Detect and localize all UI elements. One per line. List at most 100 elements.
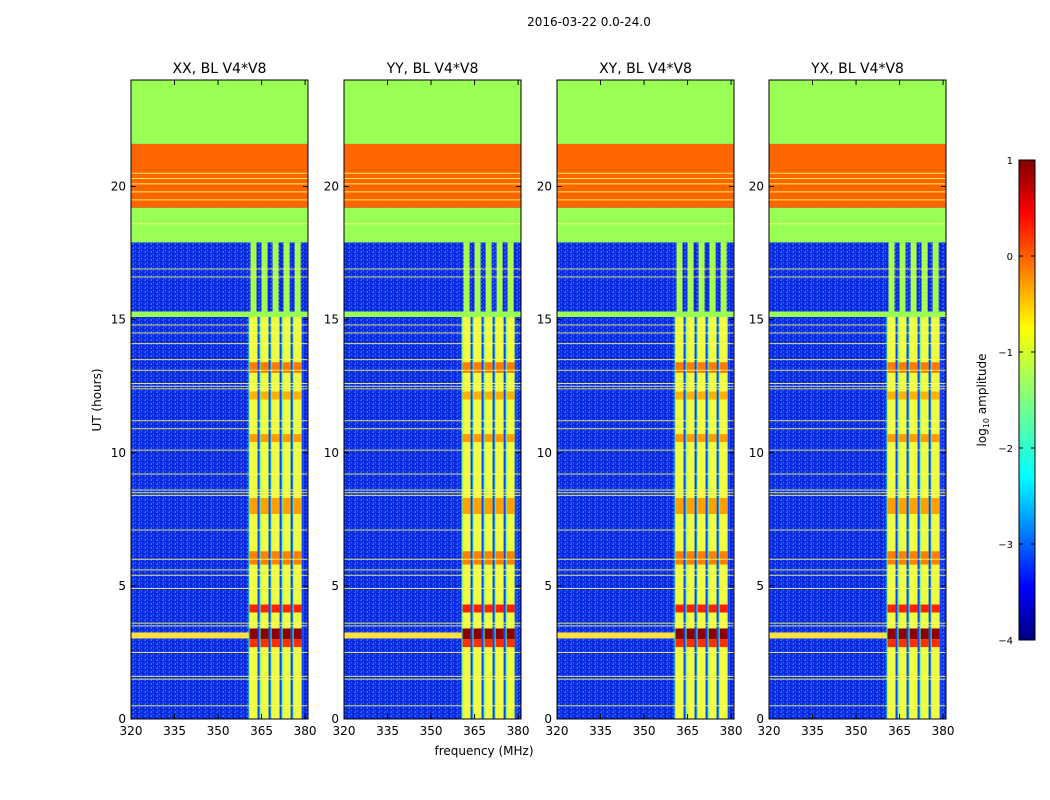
band-gap — [481, 316, 484, 719]
x-axis-label: frequency (MHz) — [434, 744, 533, 758]
hot-cell — [249, 362, 258, 373]
y-tick-label: 20 — [324, 180, 339, 194]
hot-cell — [898, 551, 907, 565]
hot-cell — [282, 362, 291, 373]
burst-streak — [557, 632, 675, 639]
hot-cell — [708, 434, 717, 443]
colorbar-tick-label: −1 — [998, 348, 1013, 359]
heatmap-image — [557, 80, 734, 719]
hot-cell — [686, 391, 695, 400]
hot-cell — [484, 434, 493, 443]
burst-cell — [462, 628, 471, 640]
panel-frame — [343, 79, 522, 720]
heatmap-image — [131, 80, 308, 719]
hot-cell — [293, 604, 302, 613]
hot-cell — [293, 391, 302, 400]
x-tick-label: 365 — [888, 724, 911, 738]
flag-green-lower — [131, 207, 308, 243]
band-column — [909, 316, 918, 719]
hot-cell — [462, 604, 471, 613]
panel-title: XX, BL V4*V8 — [173, 61, 267, 77]
hot-cell — [473, 391, 482, 400]
hot-cell — [249, 498, 258, 514]
panel-0: XX, BL V4*V8 320 335 350 365 380 0 5 10 15 20 — [111, 61, 317, 738]
hot-cell — [675, 639, 684, 648]
burst-cell — [506, 628, 515, 640]
hot-cell — [462, 551, 471, 565]
hot-cell — [282, 604, 291, 613]
hot-cell — [506, 498, 515, 514]
hot-cell — [249, 639, 258, 648]
hot-cell — [282, 434, 291, 443]
band-column — [898, 316, 907, 719]
band-column — [484, 316, 493, 719]
x-tick-label: 320 — [333, 724, 356, 738]
hot-cell — [920, 604, 929, 613]
hot-cell — [675, 498, 684, 514]
burst-cell — [909, 628, 918, 640]
hot-cell — [686, 362, 695, 373]
hot-cell — [260, 498, 269, 514]
panel-title: YX, BL V4*V8 — [810, 61, 904, 77]
y-tick-label: 10 — [111, 446, 126, 460]
x-tick-label: 365 — [463, 724, 486, 738]
suptitle: 2016-03-22 0.0-24.0 — [527, 15, 651, 29]
hot-cell — [293, 362, 302, 373]
hot-cell — [506, 362, 515, 373]
burst-cell — [282, 628, 291, 640]
x-tick-label: 380 — [720, 724, 743, 738]
band-column — [293, 316, 302, 719]
band-column — [675, 316, 684, 719]
band-column — [887, 316, 896, 719]
burst-cell — [473, 628, 482, 640]
band-gap — [290, 316, 293, 719]
flag-orange — [131, 143, 308, 208]
x-tick-label: 320 — [546, 724, 569, 738]
hot-cell — [697, 362, 706, 373]
heatmap-image — [344, 80, 521, 719]
flag-green-lower — [557, 207, 734, 243]
panel-3: YX, BL V4*V8 320 335 350 365 380 0 5 10 15 20 — [749, 61, 955, 738]
hot-cell — [931, 551, 940, 565]
hot-cell — [686, 551, 695, 565]
hot-cell — [462, 391, 471, 400]
hot-cell — [249, 604, 258, 613]
hot-cell — [920, 391, 929, 400]
band-gap — [301, 316, 304, 719]
hot-cell — [898, 391, 907, 400]
burst-cell — [249, 628, 258, 640]
hot-cell — [495, 639, 504, 648]
hot-cell — [473, 362, 482, 373]
hot-cell — [909, 362, 918, 373]
band-gap — [928, 316, 931, 719]
hot-cell — [887, 391, 896, 400]
x-tick-label: 335 — [376, 724, 399, 738]
hot-cell — [282, 391, 291, 400]
hot-cell — [719, 639, 728, 648]
band-gap — [705, 316, 708, 719]
heatmap-image — [769, 80, 946, 719]
band-column — [271, 316, 280, 719]
panel-title: YY, BL V4*V8 — [386, 61, 479, 77]
hot-cell — [931, 639, 940, 648]
hot-cell — [484, 551, 493, 565]
hot-cell — [920, 498, 929, 514]
x-tick-label: 320 — [120, 724, 143, 738]
band-gap — [279, 316, 282, 719]
hot-cell — [495, 391, 504, 400]
flag-top — [557, 80, 734, 144]
colorbar-gradient — [1018, 159, 1036, 641]
flag-green-lower — [769, 207, 946, 243]
burst-cell — [495, 628, 504, 640]
y-tick-label: 15 — [537, 313, 552, 327]
hot-cell — [931, 498, 940, 514]
hot-cell — [887, 604, 896, 613]
hot-cell — [719, 498, 728, 514]
burst-cell — [484, 628, 493, 640]
burst-streak — [769, 632, 887, 639]
hot-cell — [271, 639, 280, 648]
hot-cell — [675, 391, 684, 400]
hot-cell — [686, 434, 695, 443]
flag-mid-lower — [769, 311, 946, 317]
hot-cell — [506, 391, 515, 400]
